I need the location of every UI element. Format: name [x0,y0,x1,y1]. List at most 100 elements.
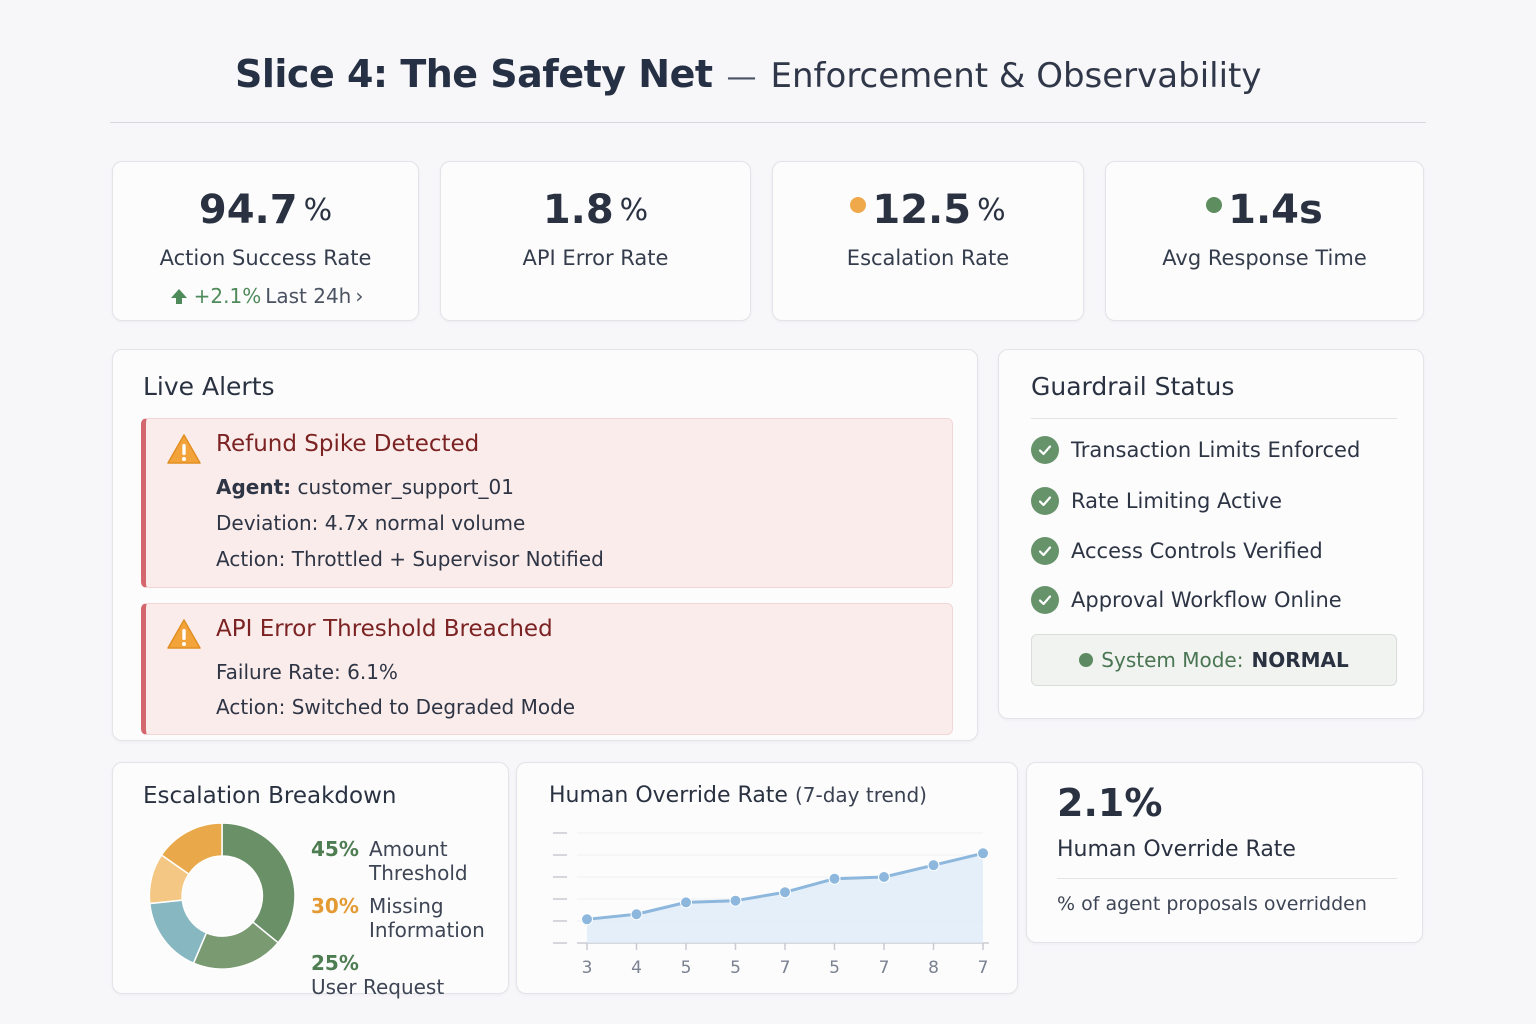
legend-label: Missing Information [369,894,485,942]
section-divider [1057,878,1397,879]
kpi-card-response-time: 1.4s Avg Response Time [1105,161,1424,321]
guardrail-item: Rate Limiting Active [1031,487,1282,515]
alert-detail-line: Deviation: 4.7x normal volume [216,511,526,535]
override-trend-subtitle: (7-day trend) [794,783,927,807]
data-point [630,908,643,921]
data-point [729,894,742,907]
kpi-card-api-error: 1.8 % API Error Rate [440,161,751,321]
kpi-card-escalation: 12.5 % Escalation Rate [772,161,1084,321]
guardrail-status-title: Guardrail Status [1031,372,1235,401]
kpi-label: Escalation Rate [846,246,1010,270]
override-rate-description: % of agent proposals overridden [1057,893,1367,915]
kpi-trend-label: Last 24h [265,284,352,308]
legend-label: Amount Threshold [369,837,468,885]
kpi-unit: % [619,192,649,228]
x-tick-label: 7 [879,958,890,978]
page-title-main: Slice 4: The Safety Net [235,52,713,96]
live-alerts-panel: Live Alerts Refund Spike Detected Agent:… [112,349,978,741]
x-tick-label: 8 [928,958,939,978]
escalation-breakdown-title: Escalation Breakdown [143,783,397,809]
guardrail-item: Approval Workflow Online [1031,586,1342,614]
data-point [779,886,791,899]
kpi-label: API Error Rate [522,246,669,270]
guardrail-item: Transaction Limits Enforced [1031,436,1360,464]
x-tick-label: 7 [978,958,989,978]
guardrail-status-panel: Guardrail Status Transaction Limits Enfo… [998,349,1424,719]
kpi-trend-value: +2.1% [193,284,262,308]
x-tick-label: 4 [631,958,642,978]
alert-agent-line: Agent: customer_support_01 [216,475,514,499]
override-trend-chart: 3 4 5 5 7 5 7 8 7 [553,832,989,978]
data-point [927,859,940,872]
system-mode-badge: System Mode: NORMAL [1031,634,1397,686]
alert-refund-spike[interactable]: Refund Spike Detected Agent: customer_su… [141,418,953,588]
legend-percent: 45% [311,837,359,861]
warning-icon [167,619,201,649]
guardrail-item: Access Controls Verified [1031,537,1323,565]
data-point [878,871,890,883]
override-trend-title: Human Override Rate (7-day trend) [549,783,927,808]
data-point [680,896,692,909]
override-rate-value: 2.1% [1057,781,1163,825]
kpi-value: 94.7 [198,187,298,233]
x-tick-label: 5 [730,958,741,978]
data-point [828,872,841,885]
kpi-label: Avg Response Time [1162,246,1367,270]
alert-detail-line: Action: Throttled + Supervisor Notified [216,547,604,571]
guardrail-item-label: Access Controls Verified [1071,539,1323,563]
ok-status-dot [1206,197,1223,213]
alert-detail-line: Failure Rate: 6.1% [216,660,398,684]
system-mode-value: NORMAL [1251,648,1349,672]
warning-status-dot [850,197,867,213]
escalation-breakdown-panel: Escalation Breakdown 45% Amount Threshold… [112,762,509,999]
donut-segment-amount-threshold [221,823,296,944]
chevron-right-icon: › [355,284,364,308]
kpi-value: 1.8 [542,187,614,233]
x-tick-label: 5 [829,958,840,978]
donut-segment-user-request [148,899,208,965]
override-trend-title-main: Human Override Rate [549,783,788,808]
override-trend-panel: Human Override Rate (7-day trend) 3 4 5 5 7 5… [516,762,1018,994]
kpi-unit: % [977,192,1006,228]
system-mode-label: System Mode: [1101,648,1244,672]
alert-api-error-threshold[interactable]: API Error Threshold Breached Failure Rat… [141,603,953,735]
guardrail-item-label: Rate Limiting Active [1071,489,1282,513]
override-rate-label: Human Override Rate [1057,837,1296,862]
data-point [581,913,593,926]
data-point [977,847,989,860]
escalation-donut-chart [148,823,296,969]
legend-percent: 25% [311,951,359,975]
alert-title: API Error Threshold Breached [216,616,553,642]
kpi-value: 1.4s [1228,187,1323,233]
arrow-up-icon [170,289,187,304]
legend-item: 30% Missing Information [311,894,499,942]
kpi-unit: % [303,192,333,228]
status-dot [1079,653,1094,667]
x-tick-label: 7 [780,958,791,978]
alert-agent-label: Agent: [216,475,292,499]
title-separator: — [726,60,757,95]
guardrail-item-label: Transaction Limits Enforced [1071,438,1361,462]
legend-item: 45% Amount Threshold [311,837,499,885]
page-title: Slice 4: The Safety Net — Enforcement & … [235,52,1262,108]
kpi-label: Action Success Rate [159,246,372,270]
alert-agent-value: customer_support_01 [297,475,514,499]
kpi-value: 12.5 [872,187,972,233]
x-tick-label: 5 [681,958,692,978]
legend-percent: 30% [311,894,359,918]
kpi-card-action-success: 94.7 % Action Success Rate +2.1% Last 24… [112,161,419,321]
page-subtitle: Enforcement & Observability [770,56,1262,96]
section-divider [1031,418,1397,419]
warning-icon [167,434,201,464]
override-rate-card: 2.1% Human Override Rate % of agent prop… [1026,762,1423,943]
donut-segment-missing-information [160,823,223,876]
legend-label: User Request [311,975,445,999]
check-circle-icon [1031,436,1059,464]
check-circle-icon [1031,487,1059,515]
guardrail-item-label: Approval Workflow Online [1071,588,1342,612]
live-alerts-title: Live Alerts [143,372,275,401]
legend-item: 25%User Request [311,951,508,999]
kpi-trend-link[interactable]: +2.1% Last 24h › [113,284,418,308]
check-circle-icon [1031,586,1059,614]
x-tick-label: 3 [582,958,593,978]
